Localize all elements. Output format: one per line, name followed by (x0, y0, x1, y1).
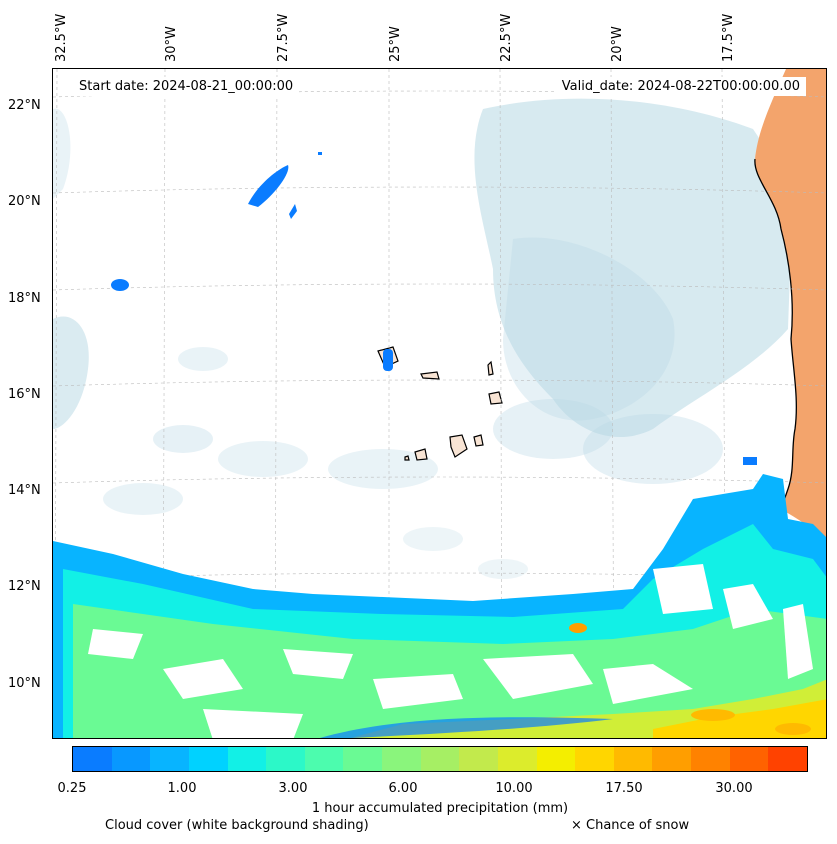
lon-label-20w: 20°W (610, 26, 625, 62)
colorbar-segment (536, 747, 576, 771)
cloud-cover-layer (53, 98, 793, 579)
colorbar-tick: 3.00 (278, 781, 308, 796)
colorbar-segment (188, 747, 228, 771)
lon-label-25w: 25°W (388, 26, 403, 62)
lon-label-30w: 30°W (164, 26, 179, 62)
colorbar-tick: 0.25 (57, 781, 87, 796)
precipitation-colorbar (72, 746, 808, 772)
lat-label-18n: 18°N (8, 291, 41, 306)
map-panel[interactable]: Start date: 2024-08-21_00:00:00 Valid_da… (52, 68, 827, 739)
lon-label-22-5w: 22.5°W (499, 13, 514, 62)
colorbar-segment (497, 747, 537, 771)
colorbar-segment (150, 747, 189, 771)
colorbar-tick: 1.00 (167, 781, 197, 796)
cloud-cover-note: Cloud cover (white background shading) (105, 818, 369, 833)
colorbar-segment (729, 747, 769, 771)
colorbar-segment (227, 747, 267, 771)
colorbar-tick: 10.00 (495, 781, 533, 796)
lat-label-14n: 14°N (8, 483, 41, 498)
colorbar-segment (382, 747, 421, 771)
lat-label-10n: 10°N (8, 676, 41, 691)
colorbar-segment (73, 747, 112, 771)
colorbar-segment (266, 747, 305, 771)
map-canvas (53, 69, 826, 738)
cape-verde-islands (377, 346, 503, 461)
colorbar-segment (652, 747, 691, 771)
colorbar-tick: 30.00 (715, 781, 753, 796)
lat-label-20n: 20°N (8, 194, 41, 209)
colorbar-segment (768, 747, 807, 771)
lat-label-16n: 16°N (8, 387, 41, 402)
colorbar-segment (304, 747, 344, 771)
colorbar-segment (575, 747, 614, 771)
lon-label-32-5w: 32.5°W (54, 13, 69, 62)
colorbar-segment (459, 747, 498, 771)
lat-label-22n: 22°N (8, 98, 41, 113)
lon-label-17-5w: 17.5°W (721, 13, 736, 62)
lat-label-12n: 12°N (8, 579, 41, 594)
colorbar-label: 1 hour accumulated precipitation (mm) (311, 801, 569, 816)
snow-legend-note: × Chance of snow (571, 818, 690, 833)
valid-date-label: Valid_date: 2024-08-22T00:00:00.00 (555, 77, 806, 96)
lon-label-27-5w: 27.5°W (276, 13, 291, 62)
colorbar-tick: 17.50 (605, 781, 643, 796)
colorbar-tick: 6.00 (388, 781, 418, 796)
colorbar-segment (420, 747, 460, 771)
colorbar-segment (691, 747, 730, 771)
start-date-label: Start date: 2024-08-21_00:00:00 (73, 77, 300, 96)
precipitation-layer (53, 152, 826, 738)
colorbar-segment (343, 747, 382, 771)
colorbar-segment (111, 747, 151, 771)
colorbar-segment (613, 747, 653, 771)
